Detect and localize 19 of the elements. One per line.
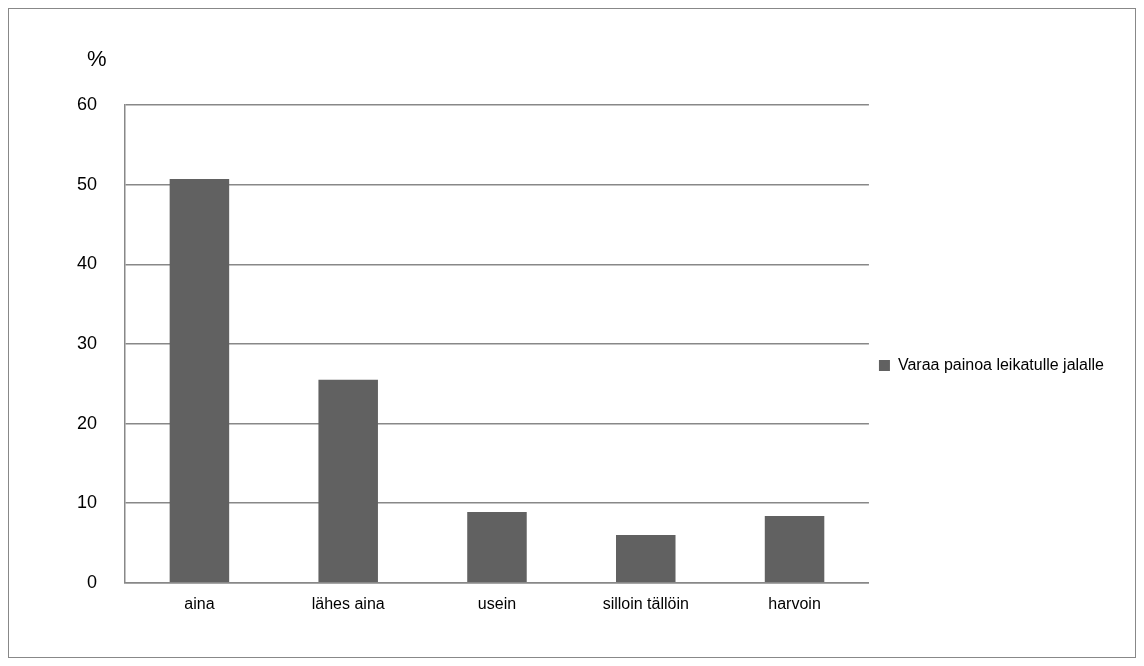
bar (764, 515, 825, 583)
bar (318, 379, 378, 583)
bar (169, 179, 230, 583)
bar (467, 511, 527, 583)
y-tick-label: 50 (76, 173, 98, 194)
x-tick-label: harvoin (768, 594, 821, 612)
y-tick-label: 30 (76, 332, 98, 353)
x-tick-label: usein (477, 594, 517, 612)
y-tick-label: 10 (76, 492, 98, 513)
x-tick-label: silloin tällöin (602, 594, 689, 612)
y-tick-label: 20 (76, 412, 98, 433)
y-axis-title: % (87, 46, 107, 72)
x-tick-label: lähes aina (311, 594, 385, 612)
legend-label: Varaa painoa leikatulle jalalle (897, 355, 1105, 373)
bar (616, 535, 676, 583)
y-tick-label: 40 (76, 253, 98, 274)
y-tick-label: 60 (76, 93, 98, 114)
x-tick-label: aina (184, 594, 215, 612)
y-tick-label: 0 (87, 571, 98, 592)
